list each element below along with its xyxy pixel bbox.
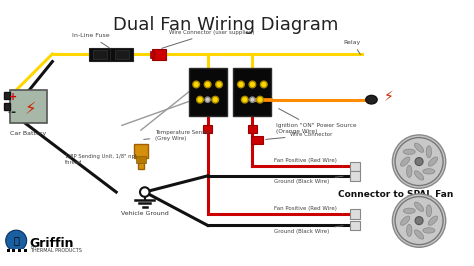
Text: Ignition "ON" Power Source
(Orange Wire): Ignition "ON" Power Source (Orange Wire) — [276, 109, 357, 134]
Text: Dual Fan Wiring Diagram: Dual Fan Wiring Diagram — [113, 16, 338, 34]
Text: Wire Connector (user supplied): Wire Connector (user supplied) — [162, 30, 254, 48]
Bar — [4, 103, 9, 110]
Circle shape — [250, 97, 255, 102]
Circle shape — [205, 97, 210, 102]
Bar — [152, 49, 166, 60]
Bar — [27, 249, 29, 252]
Bar — [233, 68, 272, 116]
Text: ™: ™ — [29, 245, 36, 251]
Text: In-Line Fuse: In-Line Fuse — [72, 33, 109, 48]
Circle shape — [392, 135, 446, 188]
Bar — [115, 50, 128, 59]
Ellipse shape — [428, 157, 438, 166]
Bar — [350, 171, 360, 181]
Bar — [350, 161, 360, 171]
Circle shape — [6, 230, 27, 251]
Bar — [149, 51, 155, 58]
Ellipse shape — [423, 228, 435, 233]
Ellipse shape — [428, 216, 438, 225]
Bar — [12, 249, 15, 252]
Bar — [9, 249, 12, 252]
Circle shape — [392, 194, 446, 247]
Circle shape — [249, 81, 255, 88]
Ellipse shape — [407, 225, 412, 236]
Text: ⚡: ⚡ — [384, 90, 393, 104]
Bar — [189, 68, 227, 116]
Bar — [93, 50, 107, 59]
Ellipse shape — [403, 149, 415, 155]
Ellipse shape — [401, 216, 410, 225]
Circle shape — [257, 96, 264, 103]
Text: 1/8P Sending Unit, 1/8" npt
thread: 1/8P Sending Unit, 1/8" npt thread — [65, 154, 141, 165]
Circle shape — [241, 96, 248, 103]
Bar — [136, 156, 146, 164]
Text: Fan Positive (Red Wire): Fan Positive (Red Wire) — [274, 158, 343, 166]
Bar — [203, 125, 212, 133]
Text: Relay: Relay — [344, 40, 361, 55]
Text: Connector to SPAL Fan: Connector to SPAL Fan — [338, 190, 454, 200]
Ellipse shape — [414, 202, 424, 211]
Ellipse shape — [403, 208, 415, 214]
Bar — [247, 125, 257, 133]
Bar — [89, 48, 111, 61]
Ellipse shape — [401, 157, 410, 166]
Text: Ground (Black Wire): Ground (Black Wire) — [274, 226, 343, 234]
Text: Ground (Black Wire): Ground (Black Wire) — [274, 176, 343, 184]
Bar — [10, 90, 46, 123]
Ellipse shape — [414, 230, 424, 239]
Text: Vehicle Ground: Vehicle Ground — [121, 211, 169, 216]
Circle shape — [237, 81, 244, 88]
Text: Car Battery: Car Battery — [10, 131, 47, 136]
Text: THERMAL PRODUCTS: THERMAL PRODUCTS — [29, 248, 82, 253]
Ellipse shape — [426, 205, 431, 217]
Ellipse shape — [423, 169, 435, 174]
Ellipse shape — [414, 143, 424, 152]
Text: -: - — [11, 106, 16, 119]
Bar — [24, 249, 27, 252]
Circle shape — [261, 81, 267, 88]
Circle shape — [204, 81, 211, 88]
Circle shape — [415, 157, 423, 165]
Text: +: + — [9, 92, 18, 102]
Ellipse shape — [426, 146, 431, 158]
Bar — [21, 249, 24, 252]
Bar — [251, 136, 263, 144]
Bar — [350, 221, 360, 230]
Circle shape — [140, 187, 149, 197]
Circle shape — [415, 217, 423, 225]
Text: Griffin: Griffin — [29, 237, 74, 250]
Circle shape — [216, 81, 222, 88]
Bar — [110, 48, 133, 61]
Circle shape — [193, 81, 200, 88]
Text: 🦁: 🦁 — [13, 236, 19, 246]
Ellipse shape — [407, 165, 412, 177]
Bar — [4, 92, 9, 99]
Text: Wire Connector: Wire Connector — [265, 132, 333, 139]
Text: ⚡: ⚡ — [25, 100, 36, 118]
Ellipse shape — [414, 171, 424, 180]
Bar — [15, 249, 18, 252]
Ellipse shape — [366, 95, 377, 104]
Bar — [350, 209, 360, 219]
Circle shape — [197, 96, 203, 103]
Bar — [7, 249, 9, 252]
Bar — [18, 249, 21, 252]
Text: Fan Positive (Red Wire): Fan Positive (Red Wire) — [274, 206, 343, 214]
Bar — [134, 144, 147, 158]
Circle shape — [212, 96, 219, 103]
Text: Temperature Sensor
(Grey Wire): Temperature Sensor (Grey Wire) — [144, 130, 211, 141]
Bar — [138, 161, 144, 169]
